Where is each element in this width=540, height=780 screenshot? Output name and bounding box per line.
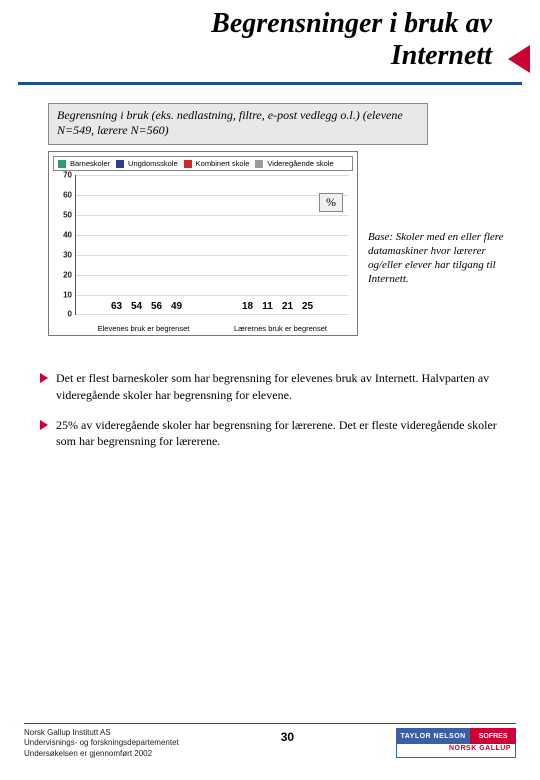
chart-caption: Begrensning i bruk (eks. nedlastning, fi… [48, 103, 428, 145]
footer-line-3: Undersøkelsen er gjennomført 2002 [24, 749, 179, 759]
logo: TAYLOR NELSON SOFRES NORSK GALLUP [396, 728, 516, 760]
legend-item: Ungdomsskole [116, 159, 178, 168]
y-tick-label: 10 [56, 290, 72, 299]
logo-part-b: SOFRES [470, 728, 516, 744]
bar-value-label: 25 [302, 301, 313, 312]
bar-value-label: 18 [242, 301, 253, 312]
y-tick-label: 40 [56, 230, 72, 239]
legend-swatch [116, 160, 124, 168]
logo-part-a: TAYLOR NELSON [396, 728, 470, 744]
bar-value-label: 63 [111, 301, 122, 312]
footer-line-1: Norsk Gallup Institutt AS [24, 728, 179, 738]
legend-label: Kombinert skole [196, 159, 250, 168]
legend-label: Barneskoler [70, 159, 110, 168]
bar-value-label: 11 [262, 301, 273, 312]
y-tick-label: 50 [56, 211, 72, 220]
legend-item: Barneskoler [58, 159, 110, 168]
page-number: 30 [281, 730, 294, 744]
chart-legend: Barneskoler Ungdomsskole Kombinert skole Vi… [53, 156, 353, 171]
bar-value-label: 56 [151, 301, 162, 312]
legend-item: Kombinert skole [184, 159, 250, 168]
footer: Norsk Gallup Institutt AS Undervisnings-… [24, 723, 516, 760]
legend-swatch [255, 160, 263, 168]
legend-swatch [58, 160, 66, 168]
bullet-item: Det er flest barneskoler som har begrens… [40, 370, 510, 402]
x-tick-label: Lærernes bruk er begrenset [212, 324, 349, 333]
y-tick-label: 20 [56, 270, 72, 279]
logo-part-c: NORSK GALLUP [396, 744, 516, 758]
chart-frame: Barneskoler Ungdomsskole Kombinert skole Vi… [48, 151, 358, 336]
y-tick-label: 30 [56, 250, 72, 259]
bullet-list: Det er flest barneskoler som har begrens… [40, 370, 510, 449]
bar-value-label: 49 [171, 301, 182, 312]
title-marker-icon [508, 45, 530, 73]
percent-badge: % [319, 193, 343, 212]
bar-value-label: 54 [131, 301, 142, 312]
legend-item: Videregående skole [255, 159, 333, 168]
bar-value-label: 21 [282, 301, 293, 312]
base-note: Base: Skoler med en eller flere datamask… [368, 231, 508, 286]
legend-label: Videregående skole [267, 159, 333, 168]
footer-credits: Norsk Gallup Institutt AS Undervisnings-… [24, 728, 179, 759]
legend-label: Ungdomsskole [128, 159, 178, 168]
y-tick-label: 0 [56, 310, 72, 319]
footer-rule [24, 723, 516, 724]
title-line-1: Begrensninger i bruk av [211, 8, 492, 39]
x-tick-label: Elevenes bruk er begrenset [75, 324, 212, 333]
page-title: Begrensninger i bruk av Internett [40, 8, 492, 72]
y-tick-label: 70 [56, 171, 72, 180]
footer-line-2: Undervisnings- og forskningsdepartemente… [24, 738, 179, 748]
chart-plot: 0 10 20 30 40 50 60 70 63 54 56 49 18 11 21 25 Elevene… [53, 173, 353, 333]
top-rule [18, 82, 522, 85]
y-tick-label: 60 [56, 191, 72, 200]
legend-swatch [184, 160, 192, 168]
title-line-2: Internett [391, 40, 492, 71]
bullet-item: 25% av videregående skoler har begrensni… [40, 417, 510, 449]
